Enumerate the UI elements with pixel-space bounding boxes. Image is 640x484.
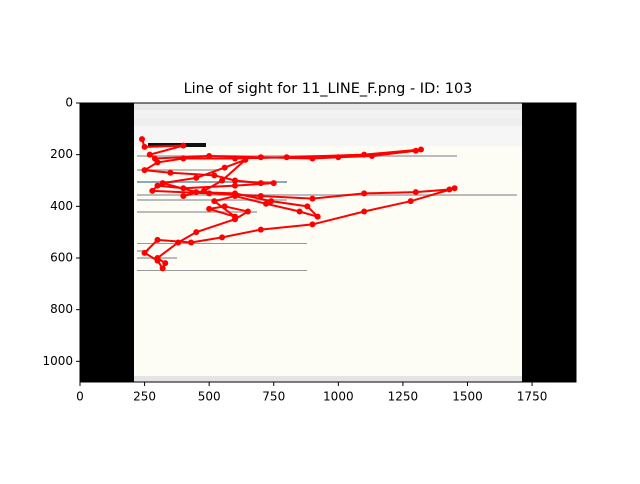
gaze-point (154, 255, 161, 261)
gaze-point (270, 180, 277, 187)
x-tick-label: 1750 (517, 390, 548, 404)
plot-frame (79, 102, 577, 383)
x-tick-label: 250 (133, 390, 156, 404)
x-tick-label: 1000 (323, 390, 354, 404)
y-tick-label: 200 (50, 147, 73, 161)
gaze-point (309, 155, 316, 162)
gaze-point (154, 182, 161, 189)
gaze-point (257, 193, 264, 199)
gaze-point (206, 152, 213, 159)
gaze-point (188, 239, 195, 246)
background-image (80, 103, 576, 382)
gaze-point (257, 180, 264, 187)
gaze-point (309, 221, 316, 228)
x-tick-label: 1500 (452, 390, 483, 404)
gaze-point (314, 213, 321, 220)
gaze-point (263, 200, 269, 207)
gaze-point (146, 151, 153, 158)
gaze-point (219, 177, 226, 184)
gaze-point (232, 182, 238, 189)
y-tick-label: 600 (50, 251, 73, 265)
gaze-point (232, 155, 238, 162)
gaze-point (219, 234, 226, 241)
gaze-point (162, 260, 169, 267)
toolbar (134, 118, 522, 126)
gaze-point (180, 155, 187, 162)
gaze-point (154, 236, 161, 243)
gaze-point (221, 164, 228, 171)
gaze-point (242, 156, 249, 163)
screenshot (134, 103, 522, 382)
chart-title: Line of sight for 11_LINE_F.png - ID: 10… (184, 81, 473, 97)
gaze-point (232, 190, 238, 197)
gaze-point (446, 186, 453, 193)
gaze-point (361, 151, 368, 158)
gaze-point (180, 193, 187, 199)
gaze-point (418, 146, 424, 153)
gaze-point (361, 208, 368, 215)
status-bar (134, 376, 522, 382)
gaze-point (232, 177, 238, 184)
gaze-point (193, 189, 200, 196)
gaze-point (257, 226, 264, 233)
gaze-point (159, 265, 166, 272)
gaze-point (180, 185, 187, 192)
gaze-point (193, 229, 200, 236)
window-title (134, 103, 522, 110)
gaze-point (309, 195, 316, 202)
gaze-point (141, 249, 148, 256)
gaze-point (201, 187, 207, 194)
gaze-point (159, 180, 166, 187)
gaze-point (211, 172, 218, 179)
gaze-point (206, 205, 213, 212)
y-tick-label: 800 (50, 302, 73, 316)
gaze-point (141, 143, 148, 150)
gaze-point (268, 198, 275, 205)
gaze-point (368, 152, 375, 159)
gaze-point (167, 169, 174, 176)
gaze-point (412, 189, 419, 196)
y-tick-label: 1000 (42, 354, 73, 368)
gaze-point (283, 154, 290, 161)
gaze-point (180, 142, 187, 149)
gaze-point (149, 187, 156, 194)
gaze-point (407, 198, 414, 205)
gaze-point (154, 159, 161, 166)
gaze-point (211, 198, 218, 205)
gaze-point (296, 208, 303, 215)
gaze-point (175, 239, 182, 246)
gaze-point (257, 154, 264, 161)
gaze-point (451, 185, 458, 192)
gaze-point (412, 147, 419, 154)
gaze-point (139, 136, 145, 143)
menu-bar (134, 110, 522, 118)
gaze-point (335, 154, 342, 161)
gaze-point (206, 190, 213, 197)
gaze-point (232, 213, 238, 220)
y-tick-label: 400 (50, 199, 73, 213)
gaze-point (304, 203, 311, 210)
x-tick-label: 500 (198, 390, 221, 404)
gaze-point (221, 203, 228, 210)
gaze-point (361, 190, 368, 197)
x-tick-label: 0 (76, 390, 84, 404)
x-tick-label: 1250 (388, 390, 419, 404)
y-tick-label: 0 (65, 96, 73, 110)
gaze-point (141, 167, 148, 174)
gaze-point (244, 208, 251, 215)
gaze-point (193, 174, 200, 181)
mail-header (134, 126, 522, 146)
x-tick-label: 750 (262, 390, 285, 404)
